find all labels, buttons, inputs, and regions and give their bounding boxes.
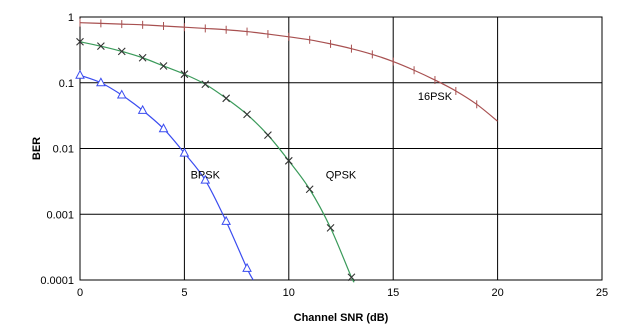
qpsk-marker	[117, 47, 126, 56]
chart-series-labels: BPSK QPSK 16PSK	[191, 91, 453, 182]
series-label-16psk: 16PSK	[418, 91, 453, 103]
chart-markers	[75, 18, 478, 282]
bpsk-marker	[137, 104, 148, 114]
bpsk-marker	[221, 215, 231, 225]
y-tick-label: 1	[68, 12, 74, 24]
bpsk-marker	[200, 174, 211, 184]
bpsk-marker	[158, 123, 169, 133]
y-tick-label: 0.0001	[40, 275, 74, 287]
bpsk-marker	[116, 89, 127, 99]
y-tick-label: 0.01	[53, 144, 74, 156]
series-label-bpsk: BPSK	[191, 169, 221, 181]
qpsk-marker	[201, 80, 210, 89]
qpsk-marker	[76, 37, 84, 46]
qpsk-marker	[222, 94, 231, 103]
chart-ticks: 0 5 10 15 20 25 1 0.1 0.01 0.001 0.0001	[40, 12, 608, 299]
chart-grid	[79, 16, 603, 281]
y-axis-title: BER	[31, 137, 43, 160]
qpsk-marker	[180, 70, 189, 79]
qpsk-marker	[138, 53, 147, 62]
series-label-qpsk: QPSK	[326, 169, 357, 181]
qpsk-marker	[243, 110, 251, 119]
bpsk-marker	[96, 77, 106, 87]
qpsk-marker	[326, 224, 335, 232]
x-tick-label: 20	[491, 287, 503, 299]
qpsk-line	[79, 41, 355, 283]
bpsk-marker	[75, 69, 85, 79]
qpsk-marker	[347, 273, 356, 282]
x-tick-label: 25	[596, 287, 608, 299]
qpsk-marker	[96, 42, 105, 51]
bpsk-line	[79, 74, 254, 281]
qpsk-marker	[284, 156, 293, 165]
bpsk-marker	[179, 147, 190, 157]
x-tick-label: 5	[181, 287, 187, 299]
x-tick-label: 0	[77, 287, 83, 299]
qpsk-marker	[159, 62, 168, 70]
x-tick-label: 10	[283, 287, 295, 299]
x-axis-title: Channel SNR (dB)	[294, 312, 389, 324]
y-tick-label: 0.1	[59, 78, 74, 90]
y-tick-label: 0.001	[46, 209, 74, 221]
bpsk-marker	[242, 262, 252, 272]
qpsk-marker	[305, 185, 314, 194]
x-tick-label: 15	[387, 287, 399, 299]
qpsk-marker	[264, 131, 272, 139]
